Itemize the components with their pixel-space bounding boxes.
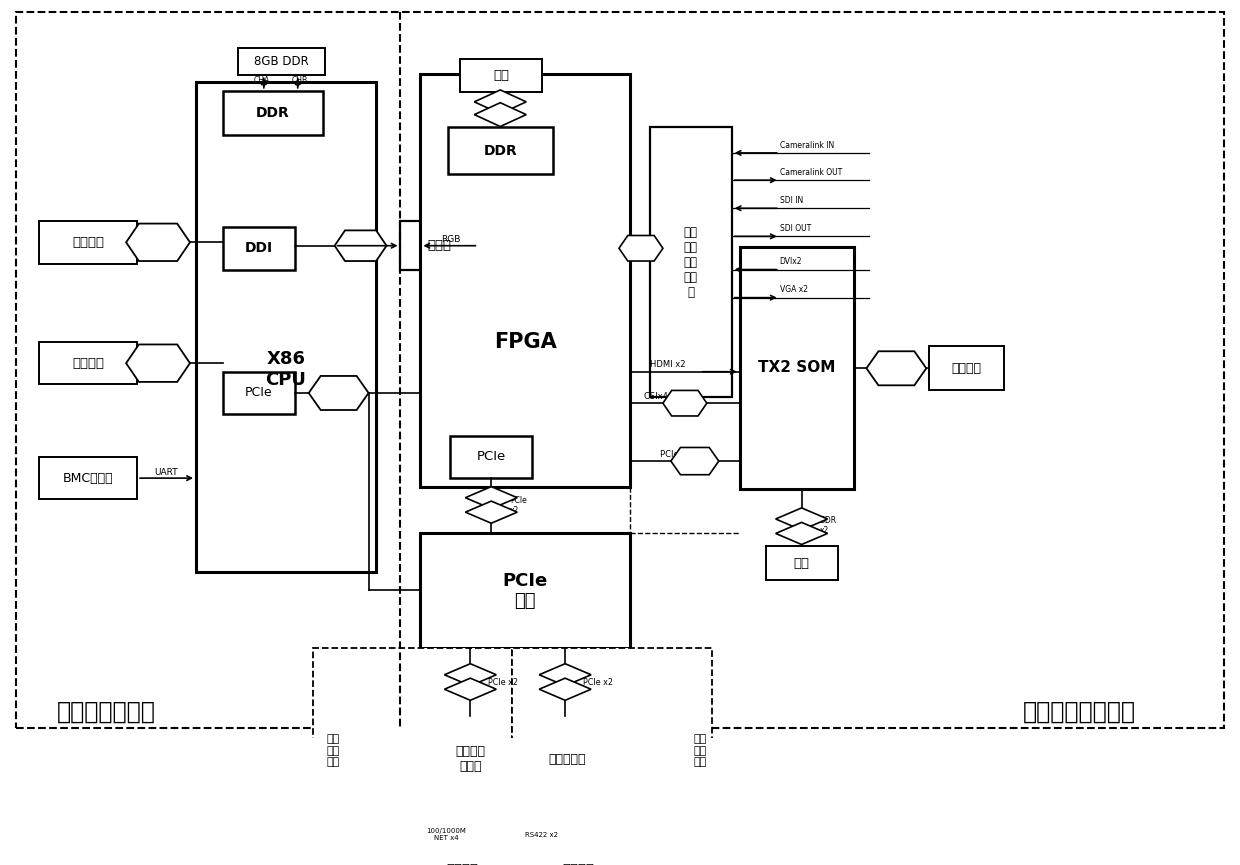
- Text: VGA x2: VGA x2: [780, 285, 807, 294]
- Bar: [401, 221, 479, 270]
- Text: PCIe x4: PCIe x4: [143, 238, 174, 247]
- Text: 100/1000M
NET x2: 100/1000M NET x2: [877, 362, 916, 375]
- Text: BMC控制器: BMC控制器: [63, 471, 114, 484]
- Polygon shape: [443, 817, 495, 839]
- Polygon shape: [537, 817, 589, 839]
- Text: PCIe: PCIe: [476, 451, 506, 464]
- Text: 内存: 内存: [794, 557, 810, 570]
- Bar: [238, 48, 325, 75]
- Text: SDI IN: SDI IN: [780, 196, 802, 205]
- Bar: [223, 91, 322, 135]
- Bar: [929, 346, 1004, 390]
- Text: RGB: RGB: [629, 239, 647, 247]
- Bar: [765, 546, 837, 580]
- Polygon shape: [309, 376, 368, 410]
- Text: 计算机处理部分: 计算机处理部分: [57, 701, 155, 724]
- Polygon shape: [776, 522, 827, 544]
- Text: RGB: RGB: [440, 235, 460, 244]
- Polygon shape: [444, 678, 496, 701]
- Polygon shape: [776, 508, 827, 530]
- Polygon shape: [335, 230, 387, 261]
- Polygon shape: [867, 351, 926, 385]
- Bar: [413, 716, 528, 802]
- Bar: [512, 649, 712, 865]
- Text: TX2 SOM: TX2 SOM: [759, 361, 836, 375]
- Bar: [40, 221, 138, 264]
- Polygon shape: [475, 90, 526, 114]
- Text: 内存: 内存: [494, 69, 510, 82]
- Polygon shape: [539, 678, 591, 701]
- Text: PCIe: PCIe: [246, 387, 273, 400]
- Text: 100/1000M
NET x4: 100/1000M NET x4: [427, 829, 466, 842]
- Text: 网络
通讯
模块: 网络 通讯 模块: [326, 734, 340, 767]
- Text: DVIx2: DVIx2: [780, 258, 802, 266]
- Polygon shape: [539, 663, 591, 686]
- Bar: [223, 227, 295, 270]
- Polygon shape: [619, 235, 663, 261]
- Bar: [40, 342, 138, 384]
- Polygon shape: [465, 501, 517, 523]
- Text: DDI: DDI: [244, 241, 273, 255]
- Bar: [450, 436, 532, 478]
- Bar: [312, 649, 512, 865]
- Text: HDMI x2: HDMI x2: [345, 241, 377, 250]
- Text: Cameralink IN: Cameralink IN: [780, 141, 833, 150]
- Bar: [420, 74, 630, 487]
- Text: Cameralink OUT: Cameralink OUT: [780, 168, 842, 177]
- Text: FPGA: FPGA: [494, 332, 557, 352]
- Text: 解码器: 解码器: [428, 239, 451, 252]
- Text: PCIe
x2: PCIe x2: [510, 496, 527, 515]
- Polygon shape: [126, 344, 190, 382]
- Text: PCIe x2: PCIe x2: [489, 678, 518, 687]
- Polygon shape: [444, 663, 496, 686]
- Polygon shape: [663, 390, 707, 416]
- Text: DDR: DDR: [484, 144, 517, 157]
- Polygon shape: [537, 831, 589, 854]
- Text: 网络通讯: 网络通讯: [446, 863, 479, 865]
- Text: UART: UART: [154, 468, 177, 477]
- Bar: [740, 247, 854, 490]
- Bar: [650, 127, 732, 397]
- Bar: [223, 372, 295, 414]
- Polygon shape: [475, 103, 526, 126]
- Text: SDI OUT: SDI OUT: [780, 224, 811, 234]
- Bar: [196, 82, 376, 572]
- Text: PCIe x4: PCIe x4: [324, 388, 353, 398]
- Bar: [460, 60, 542, 92]
- Text: 千兆网络
控制器: 千兆网络 控制器: [456, 745, 486, 773]
- Text: RS422 x2: RS422 x2: [525, 832, 558, 838]
- Bar: [420, 534, 630, 649]
- Text: HDMI x2: HDMI x2: [650, 361, 686, 369]
- Text: CHA: CHA: [254, 76, 270, 85]
- Text: 串口通讯: 串口通讯: [562, 863, 594, 865]
- Text: 8GB DDR: 8GB DDR: [254, 55, 309, 68]
- Bar: [510, 716, 625, 802]
- Text: PCIe x2: PCIe x2: [583, 678, 613, 687]
- Text: PCIe x4: PCIe x4: [660, 450, 692, 458]
- Bar: [449, 127, 553, 174]
- Text: 视频
协议
编解
码模
块: 视频 协议 编解 码模 块: [683, 226, 698, 298]
- Polygon shape: [671, 447, 719, 475]
- Text: 外部通讯: 外部通讯: [952, 362, 982, 375]
- Text: 扩展设备: 扩展设备: [72, 236, 104, 249]
- Text: CSIx4 x2: CSIx4 x2: [644, 392, 681, 400]
- Polygon shape: [465, 487, 517, 509]
- Polygon shape: [126, 223, 190, 261]
- Bar: [40, 457, 138, 499]
- Text: PCIe
交换: PCIe 交换: [502, 572, 548, 611]
- Text: 100/1000M
NET x2: 100/1000M NET x2: [138, 356, 179, 369]
- Text: CHB: CHB: [291, 76, 308, 85]
- Polygon shape: [443, 831, 495, 854]
- Text: 外部通讯: 外部通讯: [72, 356, 104, 369]
- Text: 串口
通讯
模块: 串口 通讯 模块: [693, 734, 707, 767]
- Text: DDR: DDR: [255, 106, 290, 120]
- Text: DDR
x2: DDR x2: [820, 516, 837, 535]
- Text: 串口控制器: 串口控制器: [549, 753, 587, 766]
- Text: X86
CPU: X86 CPU: [265, 350, 306, 389]
- Text: 视频图像处理部分: 视频图像处理部分: [1023, 701, 1136, 724]
